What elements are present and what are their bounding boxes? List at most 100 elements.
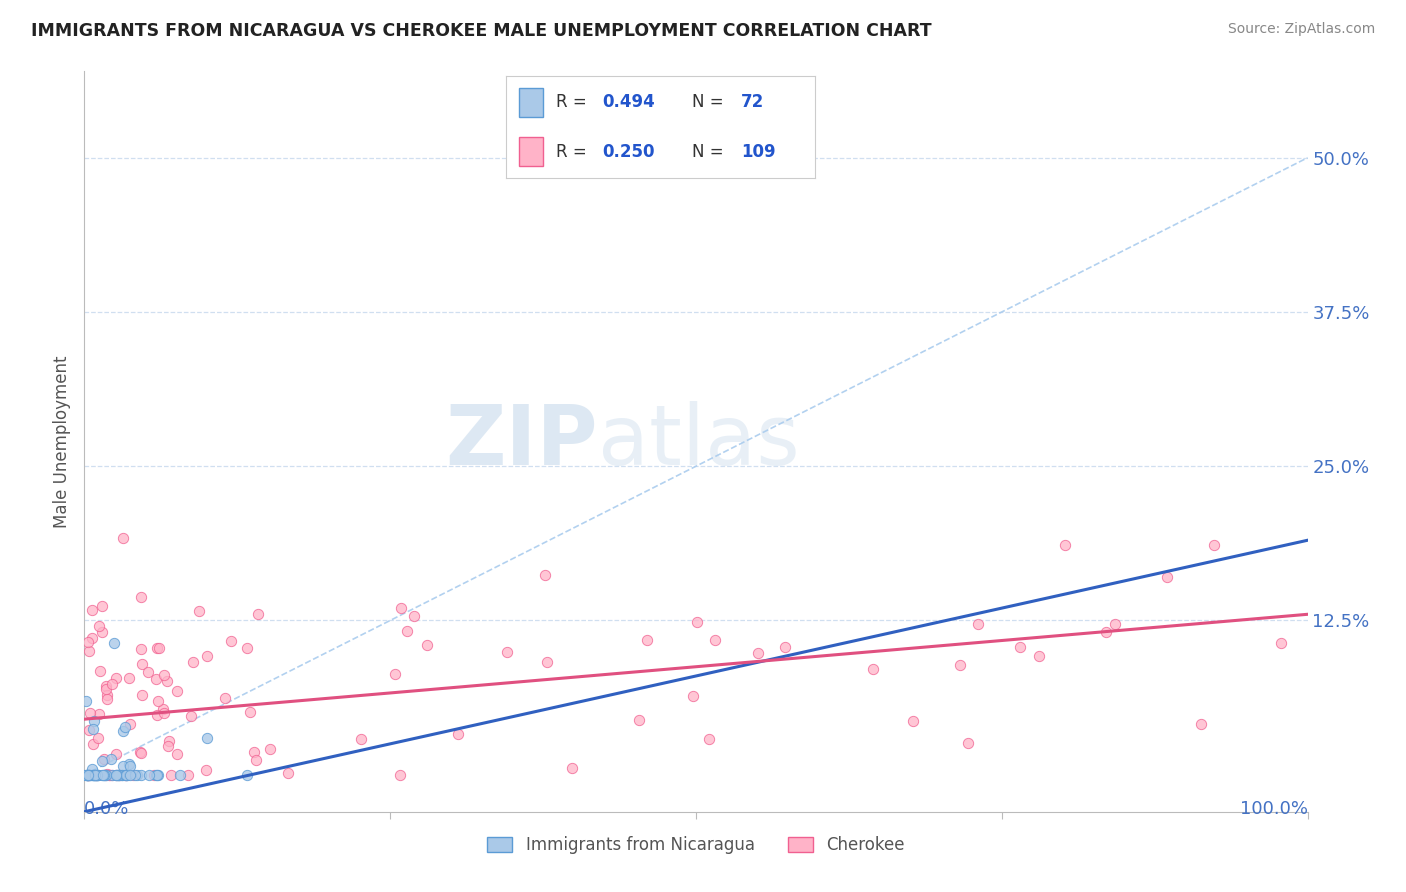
Point xyxy=(118,671,141,685)
Point xyxy=(84,767,107,781)
Point xyxy=(219,633,242,648)
Point xyxy=(146,707,169,722)
Point xyxy=(79,767,101,781)
Point xyxy=(77,767,100,781)
Text: 0.250: 0.250 xyxy=(602,143,655,161)
Point xyxy=(87,731,110,745)
Text: R =: R = xyxy=(555,94,592,112)
Point xyxy=(82,767,104,781)
Point xyxy=(105,671,128,685)
Legend: Immigrants from Nicaragua, Cherokee: Immigrants from Nicaragua, Cherokee xyxy=(479,828,912,863)
Point xyxy=(98,767,121,781)
Point xyxy=(94,767,117,781)
Point xyxy=(87,767,110,781)
Point xyxy=(697,732,720,747)
Point xyxy=(83,767,105,781)
Point xyxy=(93,752,115,766)
Point xyxy=(114,767,136,781)
Point xyxy=(79,767,101,781)
Point xyxy=(79,706,101,720)
Point xyxy=(246,607,269,621)
Point xyxy=(107,767,129,781)
Point xyxy=(124,767,146,781)
Point xyxy=(114,767,136,781)
Point xyxy=(107,767,129,781)
Point xyxy=(83,767,105,781)
Point xyxy=(127,767,149,781)
Point xyxy=(180,708,202,723)
FancyBboxPatch shape xyxy=(519,88,543,117)
Point xyxy=(93,767,115,781)
Point xyxy=(94,767,117,781)
Point xyxy=(93,767,115,781)
Point xyxy=(686,615,709,630)
Point xyxy=(118,756,141,771)
Point xyxy=(636,633,658,648)
Point xyxy=(128,745,150,759)
Point xyxy=(80,767,103,781)
Point xyxy=(235,767,257,781)
Y-axis label: Male Unemployment: Male Unemployment xyxy=(53,355,72,528)
Point xyxy=(967,616,990,631)
Point xyxy=(145,767,167,781)
Text: ZIP: ZIP xyxy=(446,401,598,482)
Point xyxy=(101,767,124,781)
Point xyxy=(84,767,107,781)
Point xyxy=(1053,538,1076,552)
Point xyxy=(108,767,131,781)
Point xyxy=(155,674,177,689)
Point xyxy=(145,672,167,686)
Text: 0.494: 0.494 xyxy=(602,94,655,112)
Point xyxy=(122,767,145,781)
Point xyxy=(73,767,96,781)
Point xyxy=(76,767,98,781)
Point xyxy=(107,767,129,781)
Point xyxy=(111,767,134,781)
Point xyxy=(87,767,110,781)
Point xyxy=(82,767,104,781)
Point xyxy=(177,767,200,781)
Point xyxy=(152,706,174,720)
Point xyxy=(77,767,100,781)
Point xyxy=(101,767,124,781)
Text: 0.0%: 0.0% xyxy=(84,799,129,818)
Text: N =: N = xyxy=(692,143,728,161)
Point xyxy=(560,761,582,775)
Point xyxy=(86,767,108,781)
Point xyxy=(82,767,104,781)
Point xyxy=(111,767,134,781)
Point xyxy=(1104,616,1126,631)
Point xyxy=(83,714,105,728)
Point xyxy=(108,767,131,781)
Point xyxy=(259,741,281,756)
Point xyxy=(862,662,884,676)
Point xyxy=(96,767,118,781)
Point xyxy=(1028,649,1050,664)
Text: N =: N = xyxy=(692,94,728,112)
Point xyxy=(1094,625,1116,640)
Point xyxy=(80,762,103,776)
Point xyxy=(111,724,134,739)
Text: Source: ZipAtlas.com: Source: ZipAtlas.com xyxy=(1227,22,1375,37)
Point xyxy=(103,636,125,650)
Point xyxy=(75,693,97,707)
Point xyxy=(89,707,111,722)
Point xyxy=(157,734,180,748)
Point xyxy=(115,767,138,781)
Point xyxy=(682,690,704,704)
Point xyxy=(76,767,98,781)
Point xyxy=(91,754,114,768)
Point xyxy=(747,646,769,660)
Point xyxy=(181,656,204,670)
Point xyxy=(496,645,519,659)
Point xyxy=(76,767,98,781)
FancyBboxPatch shape xyxy=(519,137,543,166)
Text: 72: 72 xyxy=(741,94,765,112)
Point xyxy=(96,688,118,702)
Point xyxy=(82,603,104,617)
Point xyxy=(1270,635,1292,649)
Point xyxy=(152,702,174,716)
Point xyxy=(76,767,98,781)
Point xyxy=(404,608,426,623)
Point xyxy=(76,767,98,781)
